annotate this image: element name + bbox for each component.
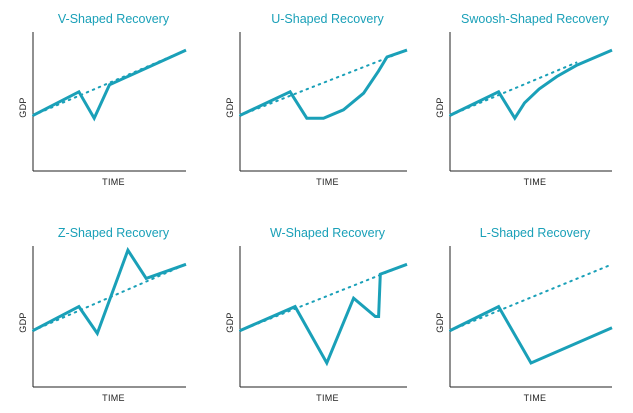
x-axis-label: TIME: [524, 393, 547, 403]
y-axis-label: GDP: [225, 312, 235, 332]
y-axis-label: GDP: [435, 312, 445, 332]
chart-title: W-Shaped Recovery: [270, 226, 386, 240]
gdp-line: [449, 48, 613, 122]
chart-title: Z-Shaped Recovery: [58, 226, 170, 240]
x-axis-label: TIME: [102, 393, 125, 403]
chart-title: L-Shaped Recovery: [480, 226, 591, 240]
trend-line: [239, 49, 408, 117]
chart-panel-2: U-Shaped Recovery TIME GDP: [225, 12, 408, 187]
gdp-line: [32, 246, 187, 337]
y-axis-label: GDP: [18, 312, 28, 332]
chart-title: U-Shaped Recovery: [271, 12, 384, 26]
x-axis-label: TIME: [316, 393, 339, 403]
trend-line: [449, 263, 613, 332]
y-axis-label: GDP: [435, 97, 445, 117]
gdp-line: [239, 262, 408, 367]
chart-panel-1: V-Shaped Recovery TIME GDP: [18, 12, 187, 187]
x-axis-label: TIME: [102, 177, 125, 187]
chart-panel-3: Swoosh-Shaped Recovery TIME GDP: [435, 12, 613, 187]
gdp-line: [239, 48, 408, 120]
y-axis-label: GDP: [18, 97, 28, 117]
x-axis-label: TIME: [316, 177, 339, 187]
chart-title: V-Shaped Recovery: [58, 12, 170, 26]
gdp-line: [449, 304, 613, 365]
chart-panel-4: Z-Shaped Recovery TIME GDP: [18, 226, 187, 403]
trend-line: [32, 263, 187, 332]
y-axis-label: GDP: [225, 97, 235, 117]
x-axis-label: TIME: [524, 177, 547, 187]
chart-panel-6: L-Shaped Recovery TIME GDP: [435, 226, 613, 403]
chart-panel-5: W-Shaped Recovery TIME GDP: [225, 226, 408, 403]
chart-title: Swoosh-Shaped Recovery: [461, 12, 610, 26]
gdp-line: [32, 48, 187, 122]
